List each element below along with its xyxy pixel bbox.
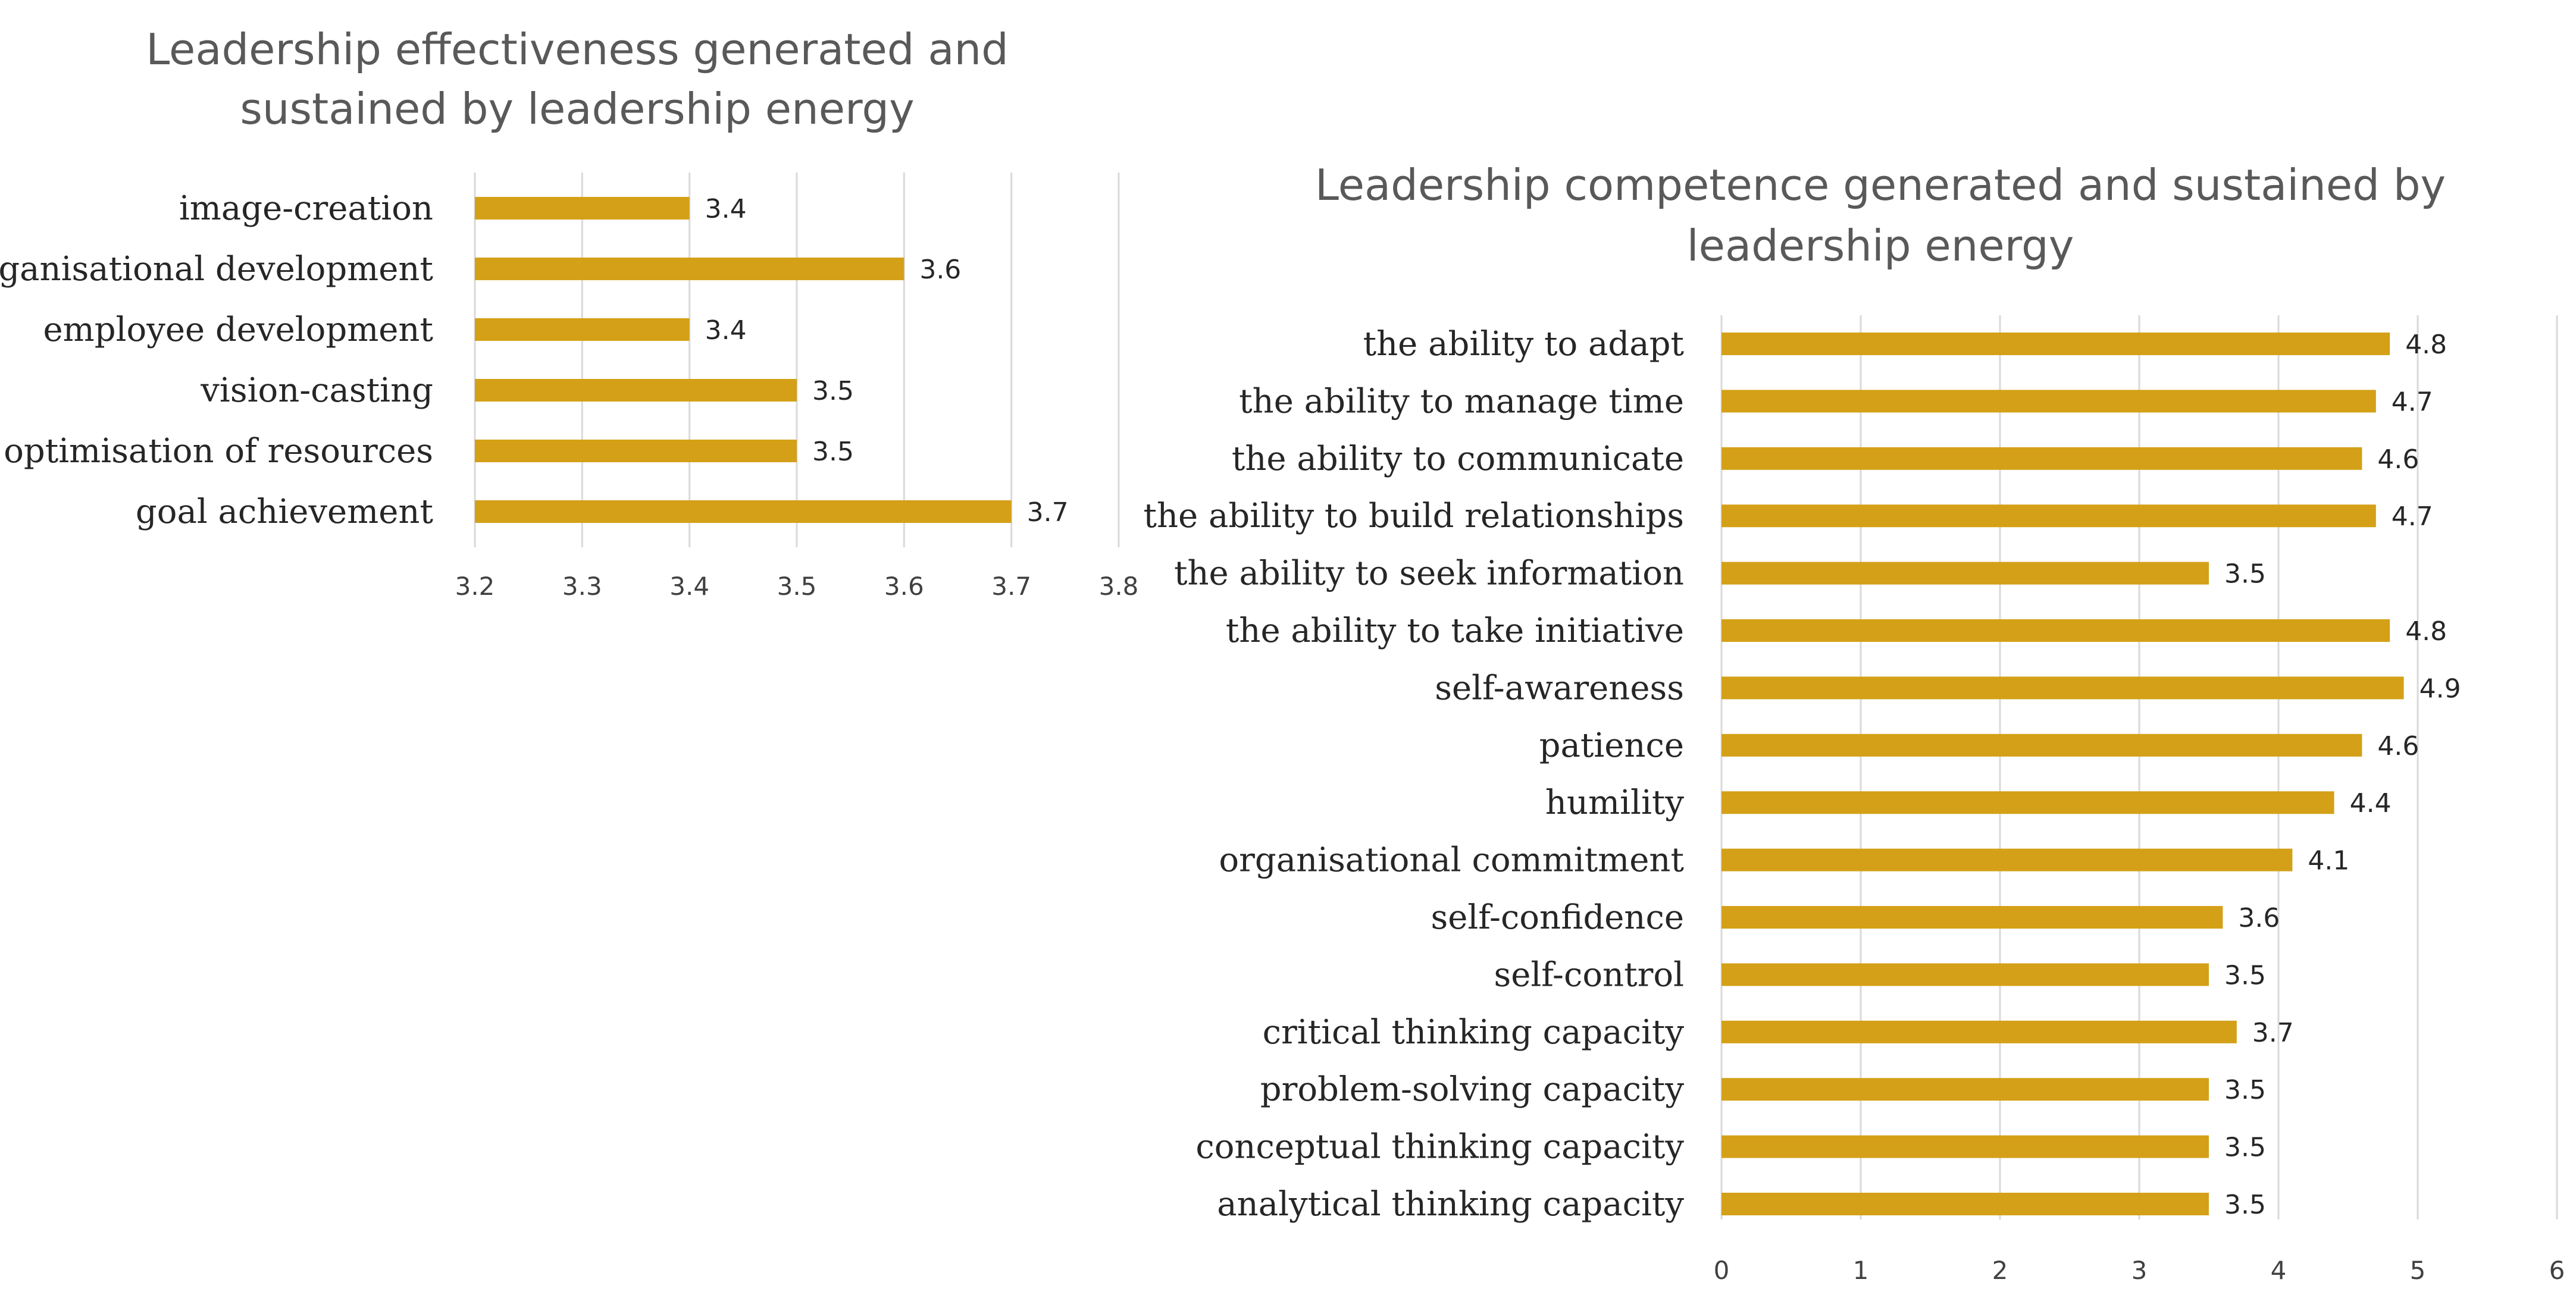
comp-bar [1721, 733, 2362, 757]
eff-data-label: 3.7 [1027, 497, 1069, 528]
eff-x-tick-label: 3.4 [669, 572, 709, 601]
comp-data-label: 3.5 [2224, 960, 2266, 990]
comp-bar [1721, 619, 2390, 642]
comp-bar [1721, 848, 2293, 871]
eff-category-label: image-creation [179, 189, 433, 228]
comp-bar [1721, 963, 2209, 986]
eff-title-line-2: sustained by leadership energy [240, 84, 914, 134]
competence-chart: Leadership competence generated and sust… [1143, 160, 2565, 1285]
comp-bar [1721, 1193, 2209, 1215]
comp-category-label: analytical thinking capacity [1217, 1185, 1684, 1224]
comp-bar [1721, 791, 2334, 814]
eff-x-tick-label: 3.3 [562, 572, 602, 601]
eff-data-label: 3.5 [812, 376, 854, 406]
eff-data-label: 3.6 [919, 255, 961, 285]
eff-title-line-1: Leadership effectiveness generated and [146, 24, 1009, 74]
eff-data-label: 3.4 [705, 194, 747, 224]
comp-data-label: 3.5 [2224, 1133, 2266, 1163]
comp-category-label: the ability to manage time [1239, 382, 1684, 421]
comp-x-tick-label: 2 [1992, 1256, 2008, 1285]
comp-data-label: 4.8 [2405, 616, 2447, 647]
eff-bar [475, 500, 1012, 523]
comp-category-label: the ability to build relationships [1143, 497, 1684, 535]
comp-bar [1721, 1020, 2237, 1043]
comp-category-label: humility [1545, 783, 1684, 822]
eff-bar [475, 197, 690, 220]
comp-data-label: 4.6 [2377, 444, 2419, 475]
comp-data-label: 3.5 [2224, 559, 2266, 590]
eff-x-tick-label: 3.7 [991, 572, 1031, 601]
eff-x-tick-label: 3.6 [884, 572, 924, 601]
eff-x-tick-label: 3.2 [455, 572, 495, 601]
comp-bar [1721, 676, 2404, 700]
eff-category-label: optimisation of resources [4, 432, 433, 471]
comp-x-tick-label: 5 [2410, 1256, 2426, 1285]
comp-data-label: 3.5 [2224, 1075, 2266, 1105]
comp-x-tick-label: 6 [2549, 1256, 2565, 1285]
comp-x-tick-label: 3 [2131, 1256, 2148, 1285]
comp-title-line-2: leadership energy [1687, 221, 2074, 271]
comp-data-label: 4.9 [2420, 673, 2461, 704]
comp-x-tick-label: 4 [2271, 1256, 2287, 1285]
comp-data-label: 4.7 [2392, 387, 2433, 417]
comp-category-label: the ability to take initiative [1226, 612, 1684, 650]
comp-bar [1721, 390, 2376, 413]
comp-category-label: self-awareness [1435, 669, 1684, 707]
eff-category-label: goal achievement [136, 493, 434, 531]
comp-category-label: self-confidence [1431, 898, 1685, 937]
comp-x-tick-label: 1 [1853, 1256, 1869, 1285]
comp-category-label: the ability to adapt [1363, 325, 1685, 363]
eff-bar [475, 440, 797, 462]
eff-category-label: vision-casting [200, 371, 433, 410]
comp-category-label: the ability to seek information [1174, 554, 1684, 593]
comp-data-label: 4.7 [2392, 501, 2433, 532]
comp-bar [1721, 333, 2390, 355]
comp-bar [1721, 504, 2376, 528]
comp-data-label: 3.6 [2238, 903, 2280, 933]
comp-data-label: 3.5 [2224, 1190, 2266, 1220]
comp-bar [1721, 1135, 2209, 1158]
comp-category-label: conceptual thinking capacity [1195, 1128, 1684, 1167]
eff-bar [475, 258, 904, 280]
comp-bar [1721, 1078, 2209, 1101]
eff-x-tick-label: 3.5 [777, 572, 817, 601]
comp-bar [1721, 906, 2223, 929]
comp-data-label: 4.8 [2405, 330, 2447, 360]
eff-bar [475, 318, 690, 341]
eff-category-label: organisational development [0, 250, 433, 289]
comp-bar [1721, 562, 2209, 585]
comp-bar [1721, 447, 2362, 470]
eff-category-label: employee development [43, 311, 434, 349]
comp-x-tick-label: 0 [1714, 1256, 1730, 1285]
comp-data-label: 3.7 [2252, 1018, 2294, 1048]
comp-data-label: 4.4 [2350, 788, 2392, 819]
comp-category-label: organisational commitment [1219, 841, 1684, 880]
comp-category-label: the ability to communicate [1232, 440, 1684, 478]
comp-data-label: 4.6 [2377, 731, 2419, 761]
comp-title-line-1: Leadership competence generated and sust… [1315, 160, 2446, 210]
comp-category-label: patience [1539, 726, 1684, 765]
comp-data-label: 4.1 [2308, 846, 2349, 876]
eff-data-label: 3.5 [812, 437, 854, 467]
comp-category-label: critical thinking capacity [1263, 1013, 1685, 1052]
comp-category-label: self-control [1494, 955, 1684, 994]
comp-category-label: problem-solving capacity [1260, 1070, 1685, 1109]
eff-data-label: 3.4 [705, 315, 747, 346]
eff-x-tick-label: 3.8 [1099, 572, 1139, 601]
effectiveness-chart: Leadership effectiveness generated and su… [0, 24, 1138, 601]
eff-bar [475, 379, 797, 402]
